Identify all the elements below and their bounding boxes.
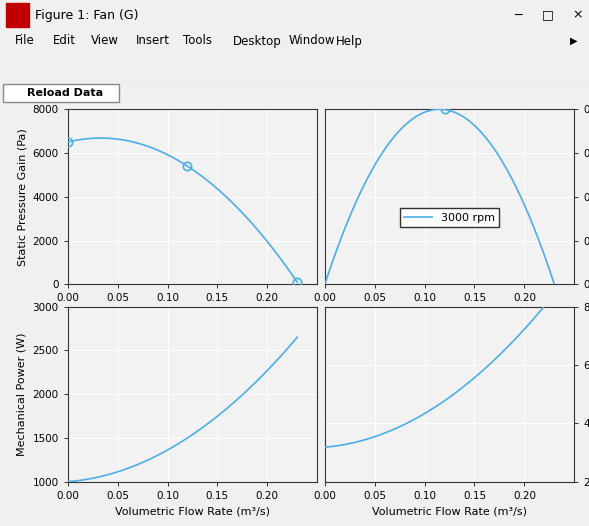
X-axis label: Volumetric Flow Rate (m³/s): Volumetric Flow Rate (m³/s) [115,506,270,517]
Bar [2,84,119,102]
Text: Desktop: Desktop [233,35,282,47]
Text: Figure 1: Fan (G): Figure 1: Fan (G) [35,8,139,22]
Text: □: □ [542,8,554,22]
Text: Edit: Edit [53,35,76,47]
Text: Insert: Insert [135,35,170,47]
Text: ─: ─ [515,8,522,22]
Text: ×: × [572,8,583,22]
Y-axis label: Static Pressure Gain (Pa): Static Pressure Gain (Pa) [17,128,27,266]
Text: View: View [91,35,120,47]
Text: Reload Data: Reload Data [27,88,103,98]
Text: Help: Help [336,35,363,47]
Text: File: File [15,35,35,47]
Bar [6,3,29,27]
Text: Window: Window [289,35,335,47]
Text: Tools: Tools [183,35,211,47]
X-axis label: Volumetric Flow Rate (m³/s): Volumetric Flow Rate (m³/s) [372,506,527,517]
Text: ▶: ▶ [570,36,577,46]
Y-axis label: Mechanical Power (W): Mechanical Power (W) [17,332,27,456]
Legend: 3000 rpm: 3000 rpm [400,208,499,227]
